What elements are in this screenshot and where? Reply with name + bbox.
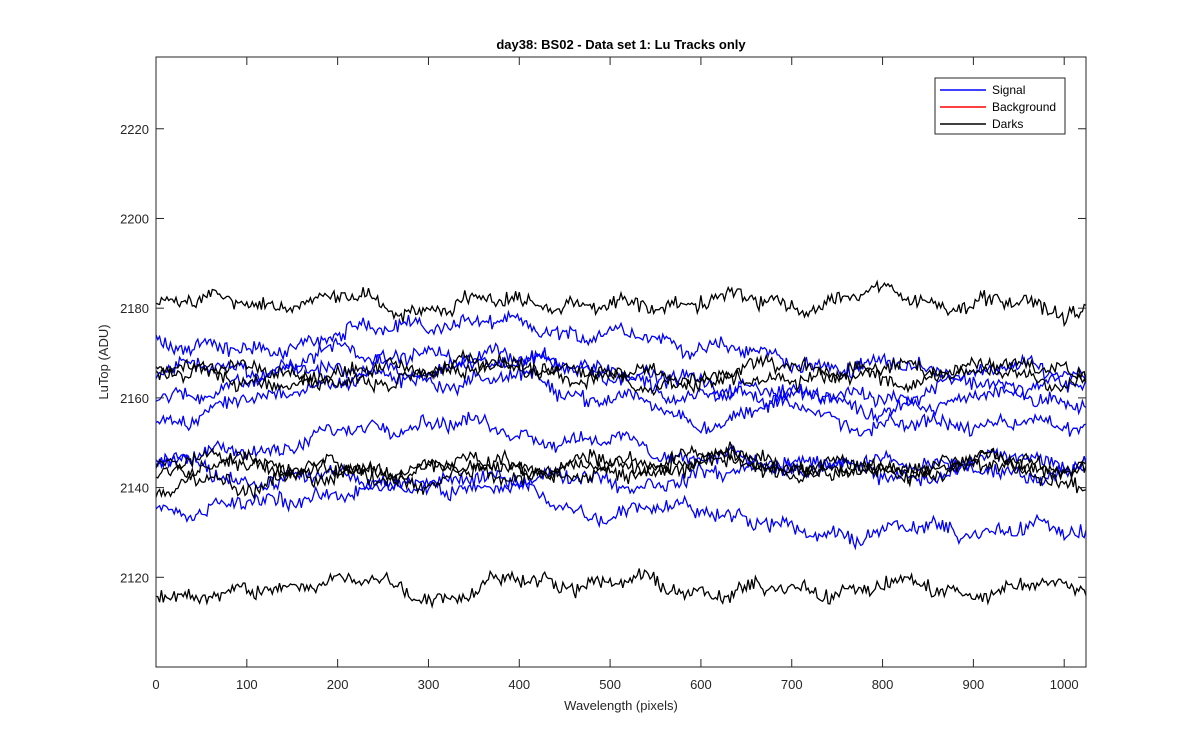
y-tick-label: 2140 bbox=[120, 481, 149, 496]
darks-series-line bbox=[155, 348, 1087, 397]
x-tick-label: 500 bbox=[599, 677, 621, 692]
x-tick-label: 300 bbox=[418, 677, 440, 692]
darks-series-line bbox=[155, 568, 1087, 609]
y-axis-label: LuTop (ADU) bbox=[96, 324, 111, 399]
darks-series-line bbox=[155, 441, 1087, 501]
x-tick-label: 800 bbox=[872, 677, 894, 692]
x-tick-label: 100 bbox=[236, 677, 258, 692]
x-tick-label: 400 bbox=[508, 677, 530, 692]
plot-lines bbox=[155, 279, 1087, 609]
legend-label-signal: Signal bbox=[992, 83, 1025, 97]
signal-series-line bbox=[155, 344, 1087, 424]
axis-ticks: 0 100 200 300 400 500 600 700 800 900 1000 2120 2140… bbox=[120, 57, 1086, 692]
y-tick-label: 2160 bbox=[120, 391, 149, 406]
legend-label-background: Background bbox=[992, 100, 1056, 114]
signal-series-line bbox=[155, 309, 1087, 386]
chart-title: day38: BS02 - Data set 1: Lu Tracks only bbox=[496, 37, 746, 52]
x-axis-label: Wavelength (pixels) bbox=[564, 698, 678, 713]
legend: Signal Background Darks bbox=[934, 77, 1066, 135]
darks-series-line bbox=[155, 353, 1087, 392]
axes-box bbox=[155, 56, 1087, 668]
y-tick-label: 2200 bbox=[120, 211, 149, 226]
y-tick-label: 2120 bbox=[120, 570, 149, 585]
x-tick-label: 1000 bbox=[1050, 677, 1079, 692]
x-tick-label: 900 bbox=[963, 677, 985, 692]
legend-label-darks: Darks bbox=[992, 117, 1023, 131]
signal-series-line bbox=[155, 411, 1087, 479]
signal-series-line bbox=[155, 475, 1087, 551]
x-tick-label: 700 bbox=[781, 677, 803, 692]
x-tick-label: 600 bbox=[690, 677, 712, 692]
x-tick-label: 0 bbox=[152, 677, 159, 692]
signal-series-line bbox=[155, 365, 1087, 437]
y-tick-label: 2180 bbox=[120, 301, 149, 316]
darks-series-line bbox=[155, 279, 1087, 328]
y-tick-label: 2220 bbox=[120, 122, 149, 137]
darks-series-line bbox=[155, 448, 1087, 499]
x-tick-label: 200 bbox=[327, 677, 349, 692]
